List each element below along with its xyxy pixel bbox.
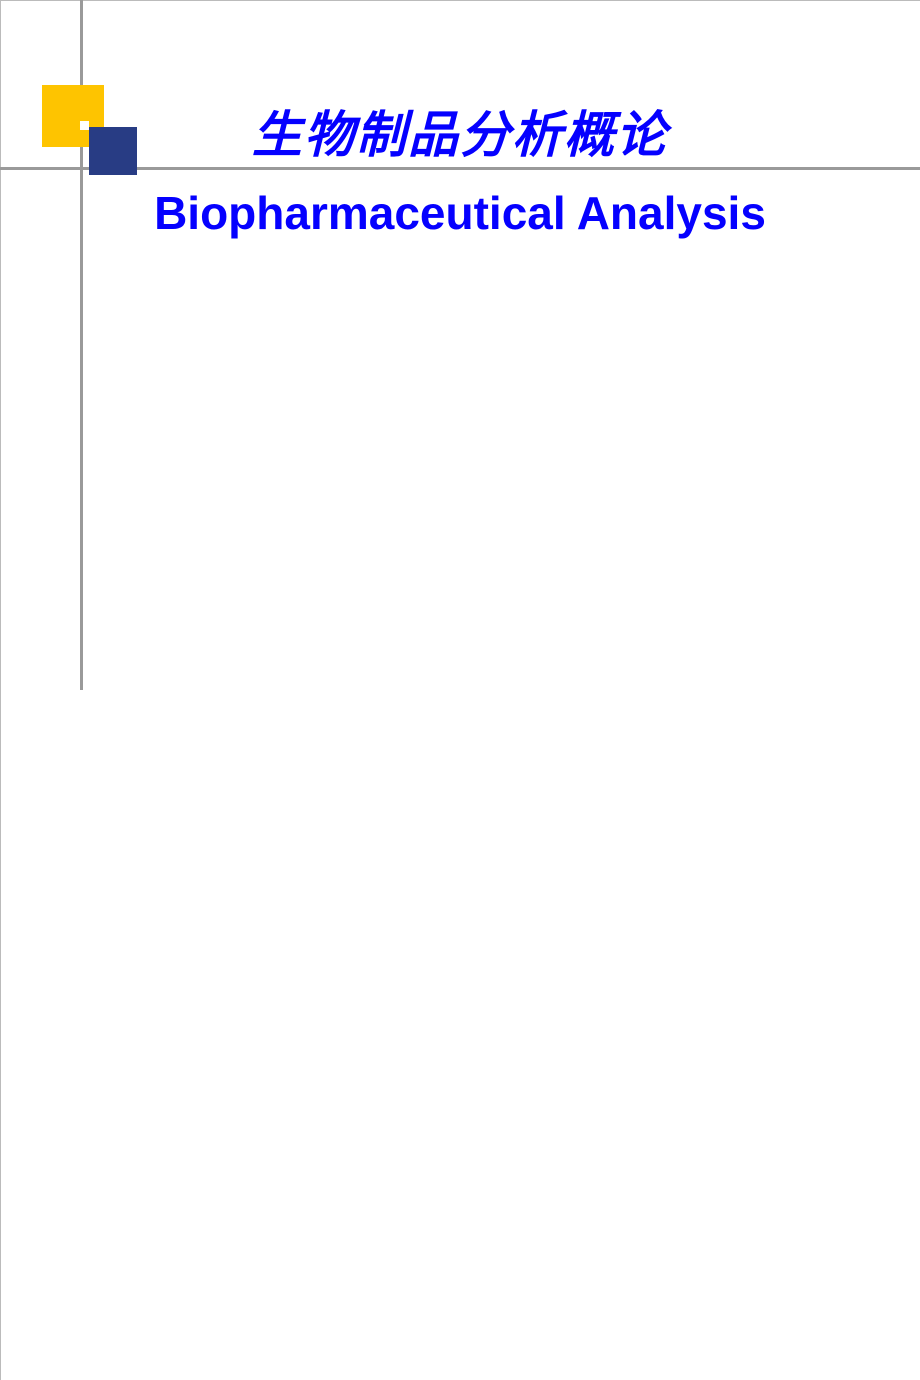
slide-title-chinese: 生物制品分析概论 [0,95,920,167]
slide-title-english: Biopharmaceutical Analysis [0,186,920,240]
slide-border-right [0,691,1,1380]
decoration-line-horizontal [0,167,920,170]
slide-border-top [0,0,920,1]
